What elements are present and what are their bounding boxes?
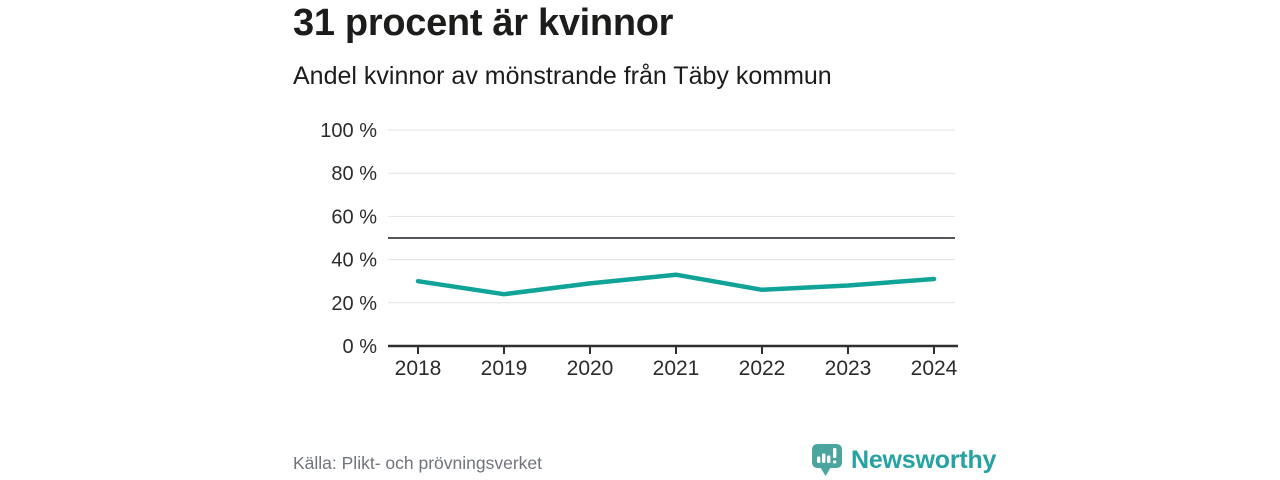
line-chart: 0 % 20 % 40 % 60 % 80 % 100 % 2018 2019 2020 2021…: [300, 110, 980, 400]
newsworthy-logo: Newsworthy: [812, 443, 996, 477]
y-tick-label: 20 %: [331, 293, 377, 315]
chart-subtitle: Andel kvinnor av mönstrande från Täby ko…: [293, 62, 832, 90]
x-tick-label: 2023: [825, 357, 872, 380]
y-tick-label: 0 %: [343, 336, 378, 358]
source-note: Källa: Plikt- och prövningsverket: [293, 453, 542, 473]
data-series-line: [415, 272, 937, 297]
x-tick-label: 2022: [739, 357, 786, 380]
x-tick-label: 2020: [567, 357, 614, 380]
y-tick-label: 40 %: [331, 250, 377, 272]
y-tick-label: 80 %: [331, 163, 377, 185]
newsworthy-pin-barchart-icon: [812, 443, 842, 476]
x-tick-label: 2021: [653, 357, 700, 380]
x-tick-label: 2018: [395, 357, 442, 380]
y-tick-label: 100 %: [320, 120, 377, 142]
x-tick-label: 2019: [481, 357, 528, 380]
chart-title: 31 procent är kvinnor: [293, 2, 674, 44]
y-tick-label: 60 %: [331, 206, 377, 228]
newsworthy-wordmark: Newsworthy: [851, 445, 997, 474]
x-tick-label: 2024: [911, 357, 958, 380]
